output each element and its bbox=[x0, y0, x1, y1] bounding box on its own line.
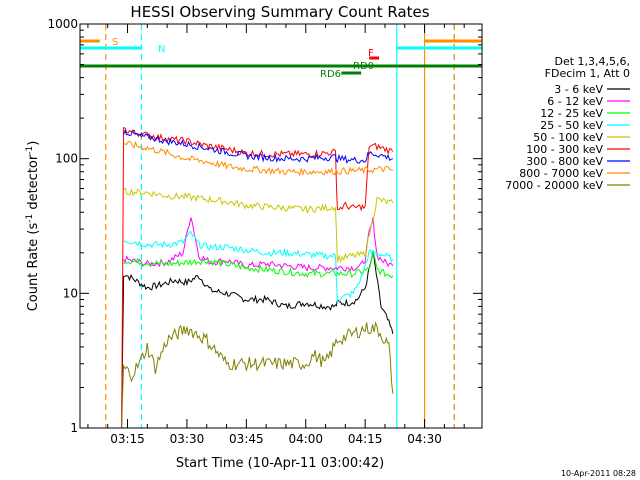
legend-entry-label: 50 - 100 keV bbox=[533, 131, 603, 144]
legend-entry-label: 6 - 12 keV bbox=[547, 95, 603, 108]
series-line bbox=[121, 250, 394, 429]
legend-entry-label: 800 - 7000 keV bbox=[519, 167, 603, 180]
y-axis-label-part: ) bbox=[26, 141, 41, 146]
y-axis-label: Count Rate (s-1 detector-1) bbox=[25, 141, 41, 312]
y-tick-label: 1 bbox=[70, 421, 78, 435]
chart-title: HESSI Observing Summary Count Rates bbox=[130, 3, 429, 21]
series-line bbox=[123, 250, 394, 279]
y-axis-label-exponent: -1 bbox=[25, 146, 35, 155]
y-axis-label-exponent: -1 bbox=[25, 214, 35, 223]
legend-entry-label: 25 - 50 keV bbox=[540, 119, 603, 132]
x-axis-label: Start Time (10-Apr-11 03:00:42) bbox=[176, 456, 384, 471]
series-line bbox=[123, 129, 394, 165]
x-tick-label: 04:15 bbox=[348, 432, 383, 446]
legend-header-line: FDecim 1, Att 0 bbox=[545, 67, 630, 80]
legend-entry-label: 7000 - 20000 keV bbox=[505, 179, 603, 192]
x-axis-ticks: 03:15 03:30 03:45 04:00 04:15 04:30 bbox=[87, 24, 465, 446]
state-bar-label: RD0 bbox=[353, 61, 374, 72]
series-line bbox=[123, 217, 394, 273]
legend-header-line: Det 1,3,4,5,6, bbox=[554, 55, 630, 68]
x-tick-label: 04:30 bbox=[407, 432, 442, 446]
y-tick-label: 10 bbox=[63, 286, 78, 300]
x-tick-label: 03:30 bbox=[170, 432, 205, 446]
y-axis-ticks: 1 10 100 1000 bbox=[47, 17, 482, 435]
legend-entry-label: 100 - 300 keV bbox=[526, 143, 603, 156]
x-tick-label: 03:45 bbox=[229, 432, 264, 446]
legend-entry-label: 300 - 800 keV bbox=[526, 155, 603, 168]
series-line bbox=[123, 230, 394, 303]
vertical-markers bbox=[105, 24, 455, 428]
state-bar-label: F bbox=[368, 48, 374, 59]
x-tick-label: 04:00 bbox=[288, 432, 323, 446]
state-bars: S N F RD0 RD6 bbox=[80, 37, 482, 80]
y-tick-label: 1000 bbox=[47, 17, 78, 31]
legend-entry-label: 12 - 25 keV bbox=[540, 107, 603, 120]
data-series bbox=[121, 127, 394, 429]
legend: Det 1,3,4,5,6, FDecim 1, Att 0 3 - 6 keV… bbox=[505, 55, 630, 192]
x-tick-label: 03:15 bbox=[110, 432, 145, 446]
state-bar-label: N bbox=[158, 44, 165, 55]
series-line bbox=[123, 187, 394, 264]
legend-entry-label: 3 - 6 keV bbox=[554, 83, 603, 96]
y-axis-label-part: detector bbox=[26, 154, 41, 214]
state-bar-label: RD6 bbox=[320, 69, 341, 80]
y-tick-label: 100 bbox=[55, 152, 78, 166]
series-line bbox=[121, 321, 394, 428]
plot-frame bbox=[79, 23, 483, 429]
timestamp-label: 10-Apr-2011 08:28 bbox=[561, 469, 636, 478]
series-line bbox=[123, 140, 394, 177]
state-bar-label: S bbox=[112, 37, 118, 48]
y-axis-label-part: Count Rate (s bbox=[26, 223, 41, 312]
